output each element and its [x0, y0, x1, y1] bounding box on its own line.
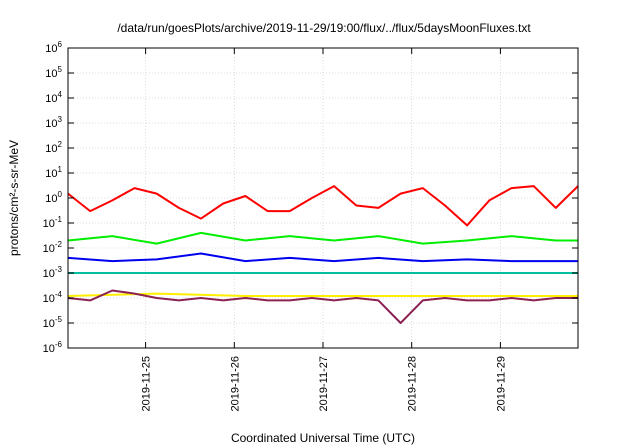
- y-tick-label: 10-1: [43, 215, 63, 230]
- series-line-1: [67, 185, 579, 227]
- y-tick-label: 10-6: [43, 340, 63, 355]
- y-tick-label: 10-5: [43, 315, 63, 330]
- y-axis: 10-610-510-410-310-210-11001011021031041…: [43, 40, 578, 355]
- x-tick-label: 2019-11-26: [229, 356, 241, 411]
- y-tick-exponent: -6: [55, 340, 63, 349]
- y-tick-base: 10: [43, 343, 55, 355]
- x-tick-label: 2019-11-29: [495, 356, 507, 411]
- y-tick-exponent: 2: [58, 140, 63, 149]
- y-tick-label: 102: [45, 140, 62, 155]
- y-tick-exponent: 5: [58, 65, 63, 74]
- y-tick-exponent: 4: [58, 90, 63, 99]
- y-tick-exponent: 1: [58, 165, 63, 174]
- x-tick-label: 2019-11-28: [407, 356, 419, 411]
- y-tick-exponent: -5: [55, 315, 63, 324]
- y-tick-base: 10: [43, 293, 55, 305]
- series-line-5: [67, 292, 578, 297]
- y-tick-label: 103: [45, 115, 62, 130]
- y-tick-label: 101: [45, 165, 62, 180]
- series-line-3: [67, 252, 578, 263]
- y-tick-label: 104: [45, 90, 62, 105]
- x-axis-label: Coordinated Universal Time (UTC): [231, 431, 415, 445]
- y-tick-exponent: 3: [58, 115, 63, 124]
- chart-title: /data/run/goesPlots/archive/2019-11-29/1…: [117, 21, 531, 35]
- series-line-2: [67, 231, 578, 245]
- y-tick-base: 10: [43, 243, 55, 255]
- series-group: [67, 185, 579, 324]
- x-axis: 2019-11-25 2019-11-26 2019-11-27 2019-11-28…: [141, 48, 507, 411]
- y-tick-base: 10: [43, 218, 55, 230]
- y-tick-base: 10: [45, 193, 57, 205]
- y-tick-base: 10: [43, 318, 55, 330]
- y-tick-label: 10-3: [43, 265, 63, 280]
- x-tick-label: 2019-11-27: [318, 356, 330, 411]
- y-tick-exponent: -3: [55, 265, 63, 274]
- y-tick-label: 10-4: [43, 290, 63, 305]
- y-tick-base: 10: [45, 43, 57, 55]
- y-tick-label: 10-2: [43, 240, 63, 255]
- y-axis-label: protons/cm²-s-sr-MeV: [7, 140, 21, 256]
- y-tick-label: 106: [45, 40, 62, 55]
- grid: [68, 48, 578, 348]
- y-tick-base: 10: [43, 268, 55, 280]
- y-tick-exponent: 0: [58, 190, 63, 199]
- y-tick-exponent: -1: [55, 215, 63, 224]
- y-tick-base: 10: [45, 68, 57, 80]
- y-tick-label: 105: [45, 65, 62, 80]
- y-tick-exponent: -4: [55, 290, 63, 299]
- y-tick-base: 10: [45, 93, 57, 105]
- y-tick-base: 10: [45, 168, 57, 180]
- y-tick-base: 10: [45, 143, 57, 155]
- y-tick-base: 10: [45, 118, 57, 130]
- series-line-6: [67, 289, 578, 324]
- x-tick-label: 2019-11-25: [141, 356, 153, 411]
- y-tick-exponent: 6: [58, 40, 63, 49]
- y-tick-exponent: -2: [55, 240, 63, 249]
- y-tick-label: 100: [45, 190, 62, 205]
